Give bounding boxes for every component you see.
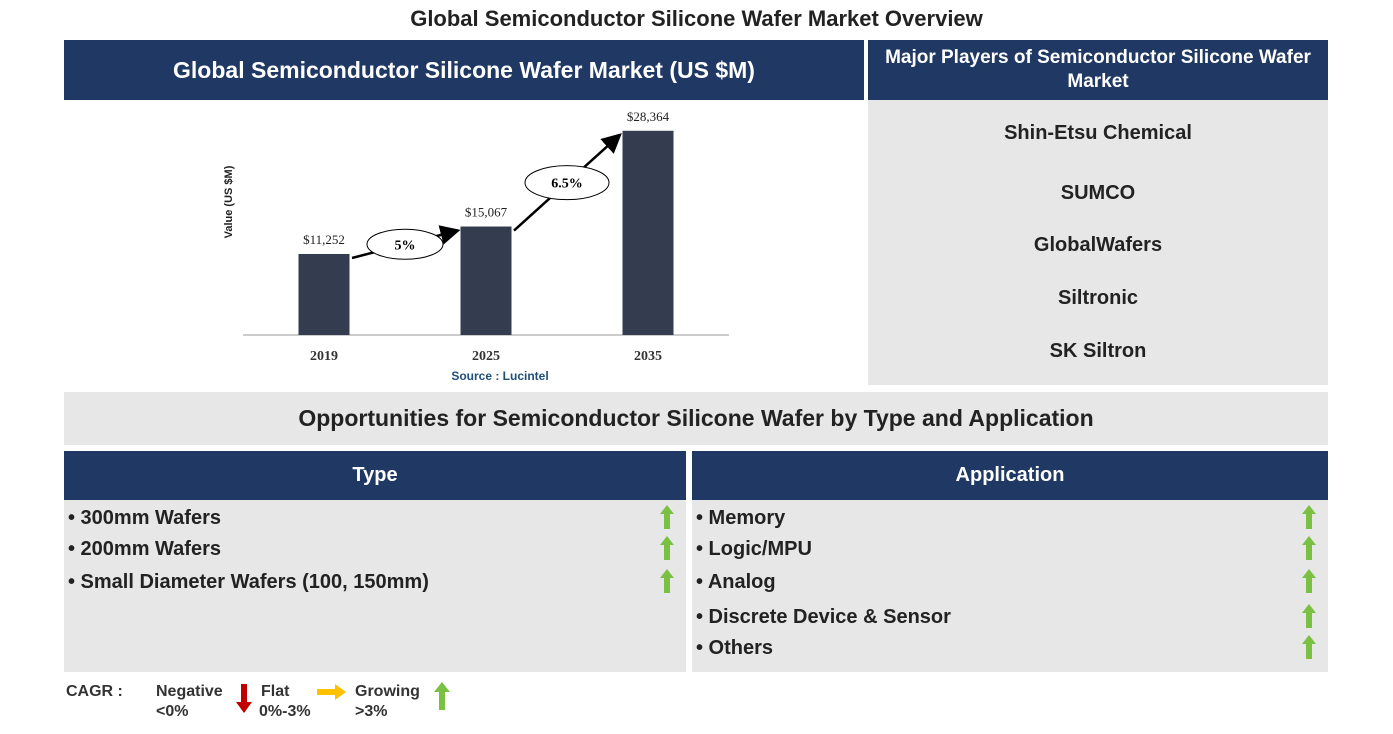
page-title: Global Semiconductor Silicone Wafer Mark…: [410, 6, 983, 31]
value-label: $11,252: [303, 232, 345, 247]
player-name: GlobalWafers: [1033, 234, 1163, 256]
bar: [622, 130, 674, 335]
player-name: SUMCO: [1060, 182, 1136, 204]
source: Source : Lucintel: [451, 369, 548, 383]
cagr-label: CAGR :: [66, 683, 123, 700]
application-item: • Logic/MPU: [696, 538, 812, 560]
up-arrow-icon: [1302, 505, 1316, 529]
market-header: Global Semiconductor Silicone Wafer Mark…: [64, 40, 864, 100]
up-arrow-icon: [1302, 604, 1316, 628]
legend-growing-range: >3%: [355, 703, 388, 720]
y-axis-label: Value (US $M): [223, 165, 235, 238]
application-item: • Memory: [696, 507, 786, 529]
growth-bubble: [366, 228, 444, 260]
chart: Value (US $M) Source : Lucintel $11,252 201…: [223, 109, 729, 383]
up-arrow-icon: [1302, 635, 1316, 659]
opportunities-title: Opportunities for Semiconductor Silicone…: [64, 392, 1328, 445]
value-label: $15,067: [465, 205, 508, 220]
player-name: Siltronic: [1057, 287, 1138, 309]
right-arrow-icon: [317, 684, 346, 700]
growth-bubble: [524, 165, 610, 201]
players-header: Major Players of Semiconductor Silicone …: [868, 40, 1328, 100]
type-panel: • 300mm Wafers • 200mm Wafers • Small Diam…: [64, 500, 686, 672]
application-item: • Discrete Device & Sensor: [696, 606, 951, 628]
up-arrow-icon: [660, 505, 674, 529]
x-tick-label: 2035: [634, 349, 662, 364]
players-panel: Shin-Etsu Chemical SUMCO GlobalWafers Siltr…: [868, 100, 1328, 385]
legend-growing: Growing: [355, 683, 420, 700]
bar: [298, 253, 350, 335]
x-tick-label: 2019: [310, 349, 338, 364]
type-header: Type: [64, 451, 686, 500]
type-item: • Small Diameter Wafers (100, 150mm): [68, 571, 429, 593]
up-arrow-icon: [1302, 536, 1316, 560]
legend-negative-range: <0%: [156, 703, 189, 720]
application-panel: • Memory • Logic/MPU • Analog • Discrete De…: [692, 500, 1328, 672]
up-arrow-icon: [660, 536, 674, 560]
legend-negative: Negative: [156, 683, 223, 700]
growth-label: 6.5%: [551, 177, 583, 192]
player-name: SK Siltron: [1049, 340, 1147, 362]
player-name: Shin-Etsu Chemical: [1004, 122, 1192, 144]
legend-flat: Flat: [261, 683, 290, 700]
type-item: • 200mm Wafers: [68, 538, 221, 560]
up-arrow-icon: [434, 682, 450, 710]
legend-flat-range: 0%-3%: [259, 703, 311, 720]
value-label: $28,364: [627, 109, 670, 124]
application-item: • Analog: [696, 571, 776, 593]
growth-label: 5%: [395, 238, 416, 253]
down-arrow-icon: [236, 684, 252, 713]
up-arrow-icon: [660, 569, 674, 593]
type-item: • 300mm Wafers: [68, 507, 221, 529]
x-tick-label: 2025: [472, 349, 500, 364]
application-header: Application: [692, 451, 1328, 500]
bar: [460, 226, 512, 335]
up-arrow-icon: [1302, 569, 1316, 593]
application-item: • Others: [696, 637, 774, 659]
